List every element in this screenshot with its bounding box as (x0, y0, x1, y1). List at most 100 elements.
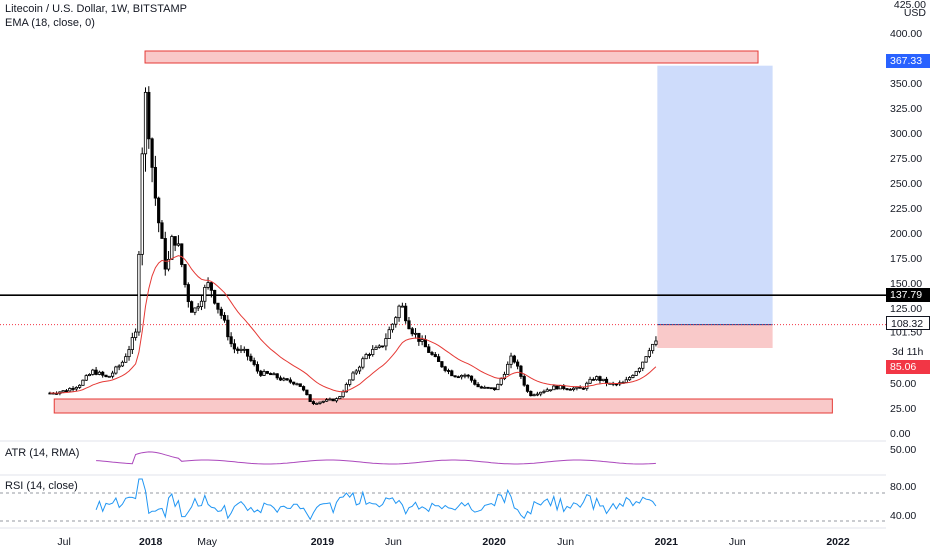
candle-body (288, 379, 292, 383)
candle-body (301, 386, 306, 391)
candle-body (581, 387, 586, 390)
y-tick-label: 250.00 (890, 178, 922, 190)
candle-body (186, 284, 190, 303)
candle-body (595, 376, 599, 381)
candle-body (328, 398, 332, 401)
candle-body (460, 375, 464, 378)
candle-body (479, 386, 484, 389)
candle-body (213, 289, 217, 304)
candle-body (81, 379, 85, 386)
candle-body (407, 320, 411, 330)
candle-body (565, 388, 569, 391)
candle-body (64, 390, 69, 393)
candle-body (548, 389, 553, 392)
candle-body (492, 387, 497, 391)
candle-body (61, 390, 65, 393)
ema-price-label: 85.06 (886, 360, 930, 374)
candle-body (394, 317, 398, 325)
candle-body (473, 379, 477, 385)
currency-label: USD (903, 7, 926, 19)
candle-body (315, 402, 319, 405)
y-tick-label: 200.00 (890, 228, 922, 240)
candle-body (647, 350, 651, 357)
candle-body (74, 386, 78, 390)
candle-body (364, 354, 368, 360)
candle-body (384, 338, 388, 347)
rsi-tick-label: 40.00 (890, 510, 916, 522)
candle-body (219, 308, 223, 316)
candle-body (433, 354, 437, 358)
candle-body (575, 386, 579, 389)
candle-body (321, 400, 325, 403)
y-tick-label: 350.00 (890, 78, 922, 90)
y-tick-label: 25.00 (890, 403, 916, 415)
candle-body (417, 332, 421, 342)
candle-body (450, 370, 454, 377)
candle-body (568, 388, 572, 391)
candle-body (134, 331, 138, 338)
rsi-indicator-label: RSI (14, close) (5, 480, 78, 492)
candle-body (97, 371, 101, 375)
x-tick-label: 2021 (655, 536, 679, 548)
atr-indicator-label: ATR (14, RMA) (5, 447, 80, 459)
candle-body (413, 332, 418, 335)
y-tick-label: 325.00 (890, 103, 922, 115)
candle-body (469, 375, 474, 381)
candle-body (127, 349, 131, 358)
candle-body (114, 366, 118, 374)
candle-body (361, 358, 365, 368)
candle-body (371, 348, 375, 356)
x-tick-label: Jul (57, 536, 70, 548)
candle-body (176, 243, 181, 246)
candle-body (446, 370, 451, 372)
candle-body (193, 307, 197, 313)
candle-body (222, 314, 227, 321)
candle-body (78, 384, 82, 388)
candle-body (357, 366, 362, 372)
candle-body (101, 371, 105, 376)
x-tick-label: Jun (385, 536, 402, 548)
candle-body (614, 383, 619, 386)
candle-body (502, 373, 507, 380)
candle-body (387, 329, 391, 339)
candle-body (117, 365, 121, 368)
candle-body (190, 301, 194, 313)
target-zone (657, 65, 773, 325)
candle-body (344, 383, 348, 393)
candle-body (278, 377, 283, 381)
candle-body (381, 345, 385, 348)
candle-body (631, 375, 635, 378)
candle-body (120, 361, 125, 367)
candle-body (367, 354, 372, 356)
candle-body (466, 374, 470, 377)
candle-body (206, 282, 210, 288)
candle-body (591, 378, 595, 381)
current-price-label: 108.32 (886, 316, 930, 330)
candle-body (427, 346, 431, 353)
candle-body (252, 360, 256, 365)
y-tick-label: 175.00 (890, 253, 922, 265)
candle-body (305, 389, 309, 396)
candle-body (634, 371, 638, 376)
candle-body (627, 377, 632, 381)
candle-body (641, 361, 645, 369)
candle-body (209, 282, 213, 291)
candle-body (199, 300, 204, 308)
candle-body (506, 363, 510, 375)
candle-body (157, 197, 161, 224)
rsi-line (95, 478, 657, 521)
y-tick-label: 300.00 (890, 128, 922, 140)
candle-body (377, 345, 381, 348)
candle-body (166, 258, 171, 270)
candle-body (483, 386, 487, 389)
candle-body (239, 348, 243, 351)
candle-body (390, 323, 395, 331)
candle-body (348, 379, 352, 385)
candle-body (150, 138, 154, 168)
candle-body (183, 264, 187, 285)
y-tick-label: 225.00 (890, 203, 922, 215)
candle-body (374, 346, 378, 350)
candle-body (255, 364, 260, 372)
y-tick-label: 0.00 (890, 428, 911, 440)
